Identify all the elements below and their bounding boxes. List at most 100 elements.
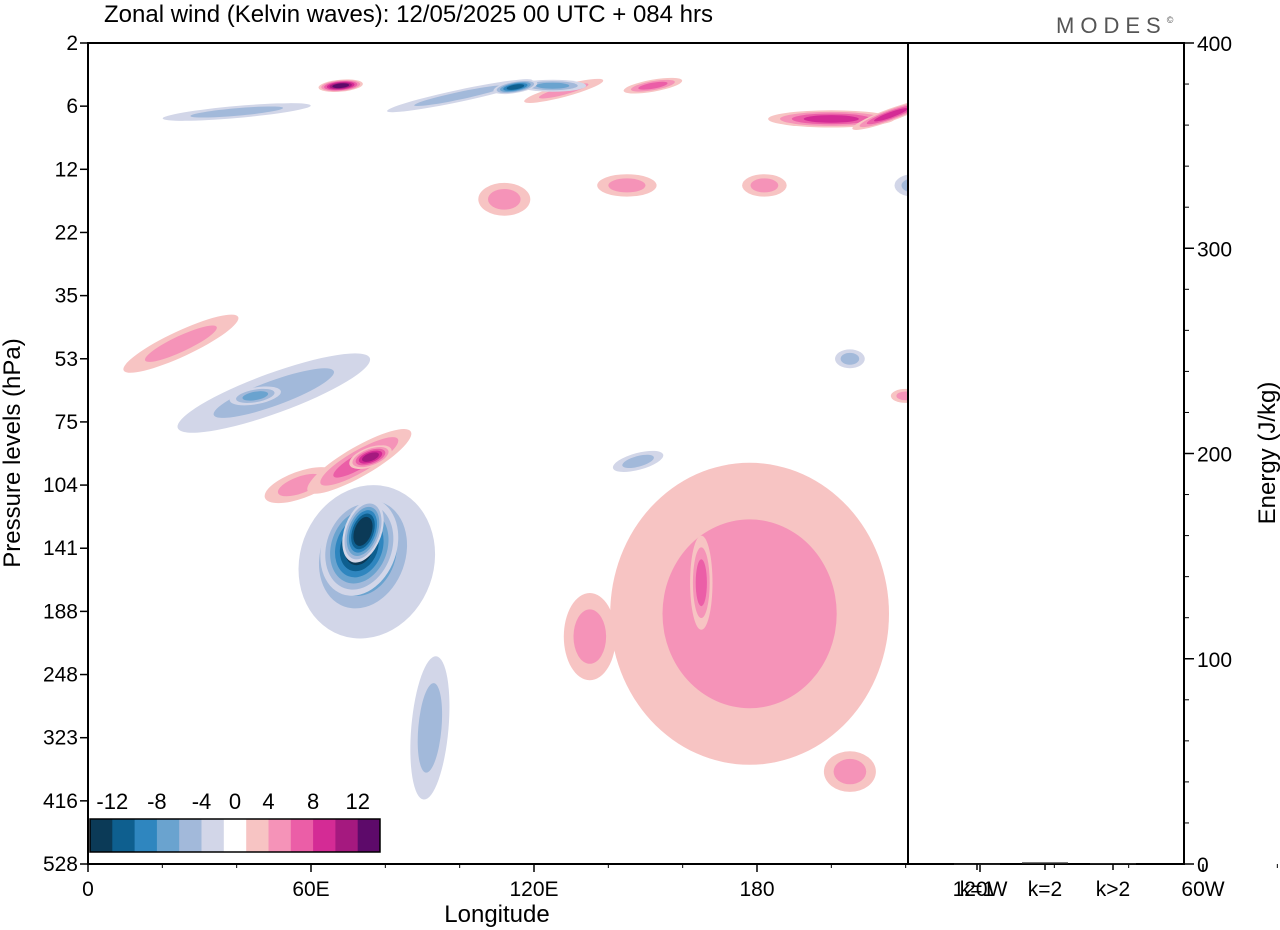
y-tick-label: 248 bbox=[43, 664, 78, 687]
energy-tick-label: 200 bbox=[1197, 444, 1232, 467]
colorbar-swatch bbox=[156, 819, 180, 852]
colorbar-tick-label: 0 bbox=[229, 789, 241, 814]
wind-contour-blob bbox=[144, 325, 217, 362]
colorbar-swatch bbox=[335, 819, 359, 852]
y-axis: 2 6 12 22 35 53 75 104 141 188 248 323 416 528 bbox=[43, 32, 88, 876]
wind-contour-blob bbox=[1002, 590, 1054, 683]
y-tick-label: 416 bbox=[43, 790, 78, 813]
energy-tick-label: 400 bbox=[1197, 33, 1232, 56]
wind-contour-blob bbox=[1020, 617, 1036, 651]
colorbar-tick-label: -4 bbox=[192, 789, 212, 814]
wind-contour-blob bbox=[638, 81, 668, 90]
colorbar-swatch bbox=[201, 819, 225, 852]
colorbar-frame bbox=[89, 818, 381, 853]
wind-contour-blob bbox=[916, 454, 984, 528]
wind-contour-blob bbox=[1008, 611, 1049, 671]
energy-tick-label: 100 bbox=[1197, 649, 1232, 672]
energy-tick-label: 300 bbox=[1197, 238, 1232, 261]
wind-contour-blob bbox=[1262, 836, 1280, 863]
y-tick-label: 141 bbox=[43, 537, 78, 560]
x-axis-label: Longitude bbox=[444, 901, 549, 928]
wind-contour-blob bbox=[662, 519, 837, 709]
wind-contour-blob bbox=[1210, 78, 1280, 113]
contour-panel: -12 -8 -4 0 4 8 12 0 60E 120E 180 120W 60W 26122235… bbox=[0, 32, 1280, 928]
wind-contour-blob bbox=[873, 108, 908, 122]
wind-contour-blob bbox=[1140, 816, 1177, 850]
y-tick-label: 35 bbox=[55, 285, 78, 308]
wind-contour-blob bbox=[1039, 376, 1069, 400]
wind-contour-blob bbox=[506, 84, 525, 90]
colorbar-swatch bbox=[223, 819, 247, 852]
colorbar-swatch bbox=[112, 819, 136, 852]
energy-category-label: k=1 bbox=[960, 878, 994, 901]
wind-contour-blob bbox=[1058, 174, 1088, 196]
wind-contour-blob bbox=[941, 452, 982, 503]
wind-contour-blob bbox=[998, 596, 1059, 686]
y-tick-label: 188 bbox=[43, 600, 78, 623]
wind-contour-blob bbox=[961, 569, 1095, 720]
wind-contour-blob bbox=[242, 391, 269, 401]
wind-contour-blob bbox=[332, 83, 350, 89]
y-tick-label: 75 bbox=[55, 411, 78, 434]
wind-contour-blob bbox=[896, 432, 1005, 550]
chart-title: Zonal wind (Kelvin waves): 12/05/2025 00… bbox=[104, 1, 713, 28]
colorbar-tick-label: 4 bbox=[262, 789, 274, 814]
wind-contour-blob bbox=[987, 581, 1069, 700]
wind-contour-blob bbox=[1019, 614, 1039, 655]
wind-contour-blob bbox=[959, 821, 1038, 846]
y-tick-label: 53 bbox=[55, 348, 78, 371]
energy-category-label: k>2 bbox=[1096, 878, 1130, 901]
wind-contour-blob bbox=[1014, 611, 1043, 662]
energy-panel-frame bbox=[907, 42, 1185, 865]
wind-contour-blob bbox=[488, 189, 521, 210]
wind-contour-blob bbox=[987, 598, 1071, 693]
wind-contour-blob bbox=[947, 460, 976, 495]
colorbar-swatch bbox=[313, 819, 336, 852]
wind-contour-blob bbox=[901, 179, 908, 192]
colorbar-tick-label: -8 bbox=[147, 789, 167, 814]
wind-contour-blob bbox=[417, 683, 443, 773]
wind-contour-blob bbox=[1049, 98, 1076, 110]
colorbar-swatch bbox=[134, 819, 158, 852]
wind-contour-blob bbox=[1022, 621, 1035, 648]
wind-contour-blob bbox=[1045, 380, 1064, 395]
wind-contour-blob bbox=[1006, 597, 1050, 676]
brand-text: MODES bbox=[1056, 13, 1167, 38]
wind-contour-blob bbox=[1043, 423, 1215, 563]
x-tick-label: 60E bbox=[292, 878, 329, 901]
colorbar-tick-label: 12 bbox=[345, 789, 369, 814]
energy-category-label: k=2 bbox=[1028, 878, 1062, 901]
wind-contour-blob bbox=[1075, 449, 1183, 536]
wind-contour-blob bbox=[833, 758, 867, 785]
y-tick-label: 6 bbox=[66, 95, 78, 118]
wind-contour-blob bbox=[573, 609, 607, 664]
colorbar: -12 -8 -4 0 4 8 12 bbox=[88, 788, 381, 864]
wind-contour-blob bbox=[840, 352, 860, 365]
x-tick-label: 180 bbox=[739, 878, 774, 901]
colorbar-swatch bbox=[357, 819, 381, 852]
wind-contour-blob bbox=[1094, 465, 1148, 514]
wind-contour-blob bbox=[190, 106, 284, 118]
energy-axis: 0 100 200 300 400 bbox=[1184, 33, 1232, 877]
energy-bars: k=1 k=2 k>2 bbox=[954, 862, 1136, 901]
wind-contour-blob bbox=[803, 115, 859, 123]
wind-contour-blob bbox=[894, 174, 908, 197]
colorbar-swatch bbox=[90, 819, 113, 852]
brand-logo: MODES© bbox=[1056, 13, 1179, 38]
wind-contours bbox=[123, 77, 1280, 863]
colorbar-tick-label: -12 bbox=[96, 789, 128, 814]
wind-contour-blob bbox=[1091, 88, 1128, 104]
wind-contour-blob bbox=[1023, 624, 1033, 645]
wind-contour-blob bbox=[414, 85, 506, 107]
wind-contour-blob bbox=[1010, 604, 1046, 669]
wind-contour-blob bbox=[935, 445, 989, 511]
x-tick-label: 60W bbox=[1181, 878, 1224, 901]
y-tick-label: 2 bbox=[66, 32, 78, 55]
brand-mark: © bbox=[1167, 15, 1180, 25]
x-tick-label: 0 bbox=[82, 878, 94, 901]
wind-contour-blob bbox=[928, 437, 994, 518]
wind-contour-blob bbox=[1018, 618, 1039, 655]
energy-bar bbox=[1022, 862, 1068, 864]
x-axis: 0 60E 120E 180 120W 60W bbox=[82, 864, 1278, 901]
wind-contour-blob bbox=[1017, 610, 1040, 658]
